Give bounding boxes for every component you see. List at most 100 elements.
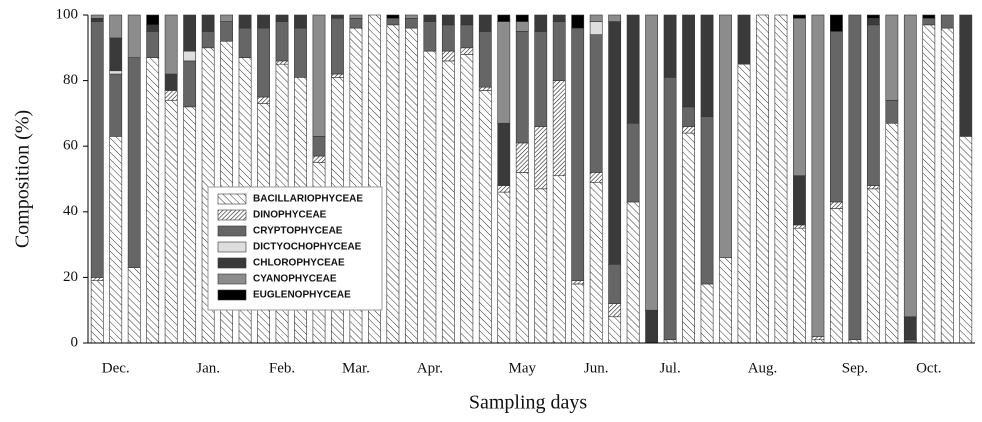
bar-segment <box>331 17 344 75</box>
bar-segment <box>109 14 123 39</box>
bar-segment <box>682 132 695 344</box>
bar-segment <box>183 60 197 108</box>
bar-segment <box>793 227 806 344</box>
bar-segment <box>589 21 603 35</box>
bar-segment <box>164 14 178 75</box>
bar-segment <box>700 116 714 285</box>
legend-label: CRYPTOPHYCEAE <box>253 226 343 237</box>
bar-segment <box>146 57 160 344</box>
y-tick-label: 100 <box>56 6 79 22</box>
x-tick-label: Jan. <box>196 360 220 376</box>
bar-segment <box>737 63 751 344</box>
bar-segment <box>645 14 659 311</box>
bar-segment <box>275 21 289 62</box>
bar-segment <box>109 73 123 137</box>
x-tick-label: Mar. <box>342 360 370 376</box>
bar-segment <box>423 21 437 52</box>
bar-segment <box>626 201 640 344</box>
legend-label: BACILLARIOPHYCEAE <box>253 194 363 205</box>
bar-segment <box>866 24 880 186</box>
bar-segment <box>885 122 899 344</box>
x-tick-label: Feb. <box>269 360 295 376</box>
bar-segment <box>441 50 455 62</box>
x-tick-label: Aug. <box>748 360 778 376</box>
bar-segment <box>811 14 825 337</box>
bar-segment <box>386 14 400 19</box>
bar-segment <box>626 14 640 124</box>
bar-segment <box>497 122 511 186</box>
bar-segment <box>571 27 585 281</box>
legend-swatch <box>217 289 247 301</box>
bar-segment <box>811 336 825 341</box>
bar-segment <box>238 27 252 58</box>
legend-label: CYANOPHYCEAE <box>253 274 337 285</box>
y-tick-label: 60 <box>63 138 78 154</box>
legend-label: CHLOROPHYCEAE <box>253 258 345 269</box>
x-axis-label: Sampling days <box>469 392 588 414</box>
bar-segment <box>497 14 511 22</box>
bar-segment <box>294 27 307 78</box>
legend-swatch <box>217 193 247 205</box>
bar-segment <box>478 31 492 88</box>
bar-segment <box>497 185 511 193</box>
bar-segment <box>793 14 806 19</box>
bar-segment <box>774 14 788 344</box>
bar-segment <box>404 17 418 29</box>
bar-segment <box>700 14 714 117</box>
y-tick-label: 0 <box>71 334 79 350</box>
bar-segment <box>737 14 751 65</box>
x-tick-label: Jul. <box>659 360 680 376</box>
bar-segment <box>423 14 437 22</box>
bar-segment <box>515 142 529 173</box>
bar-segment <box>146 14 160 26</box>
bar-segment <box>866 14 880 19</box>
bar-segment <box>903 316 917 341</box>
bar-segment <box>90 14 104 19</box>
bar-segment <box>127 14 141 58</box>
bar-segment <box>589 14 603 22</box>
legend-swatch <box>217 225 247 237</box>
bar-segment <box>959 136 973 344</box>
bar-segment <box>922 17 936 26</box>
bar-segment <box>608 303 622 318</box>
bar-segment <box>460 24 474 49</box>
bar-segment <box>515 31 529 144</box>
bar-segment <box>109 70 123 75</box>
bar-segment <box>349 14 363 19</box>
bar-segment <box>497 191 511 344</box>
bar-segment <box>257 96 270 104</box>
bar-segment <box>164 90 178 101</box>
bar-segment <box>830 31 843 203</box>
bar-segment <box>719 257 732 344</box>
bar-segment <box>552 80 566 177</box>
bar-segment <box>682 106 695 127</box>
bar-segment <box>608 263 622 304</box>
bar-segment <box>201 14 215 32</box>
bar-segment <box>257 27 270 98</box>
bar-segment <box>460 54 474 344</box>
bar-segment <box>331 14 344 19</box>
bar-segment <box>608 14 622 22</box>
x-tick-label: Sep. <box>842 360 868 376</box>
bar-segment <box>183 14 197 52</box>
bar-segment <box>183 50 197 62</box>
bar-segment <box>109 136 123 344</box>
bar-segment <box>201 31 215 49</box>
bar-segment <box>922 14 936 19</box>
bar-segment <box>866 185 880 190</box>
bar-segment <box>552 175 566 344</box>
y-axis-label: Composition (%) <box>12 110 34 248</box>
bar-segment <box>312 14 326 137</box>
legend-label: DICTYOCHOPHYCEAE <box>253 242 362 253</box>
bar-segment <box>90 280 104 344</box>
bar-segment <box>109 37 123 72</box>
legend-swatch <box>217 257 247 269</box>
bar-segment <box>756 14 769 344</box>
y-tick-label: 80 <box>63 72 78 88</box>
bar-segment <box>571 280 585 285</box>
bar-segment <box>534 14 548 32</box>
bar-segment <box>294 14 307 29</box>
bar-segment <box>441 24 455 52</box>
bar-segment <box>645 309 659 344</box>
bar-segment <box>90 21 104 278</box>
